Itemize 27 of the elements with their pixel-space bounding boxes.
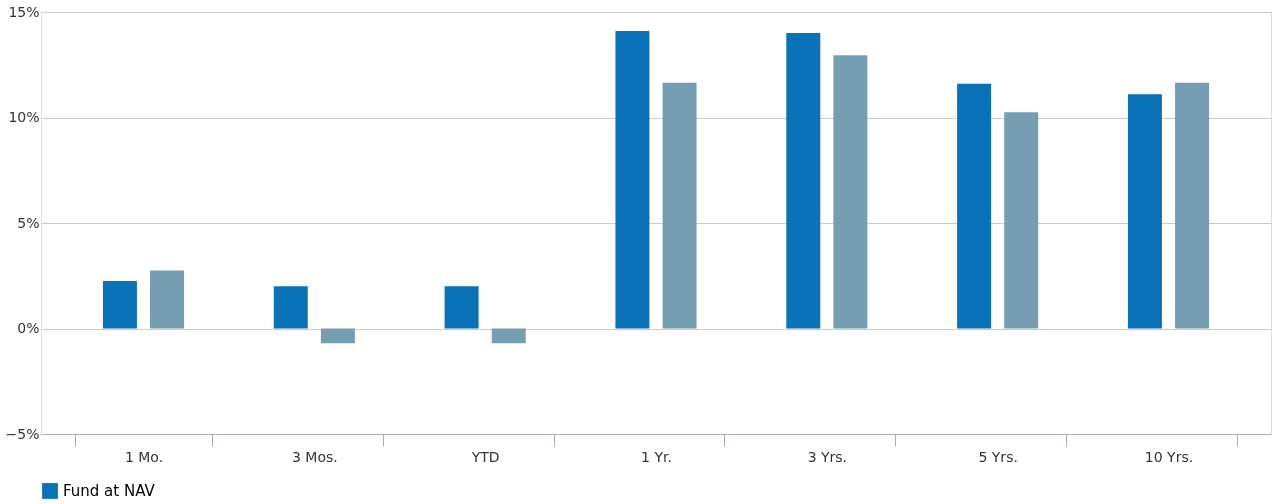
bar bbox=[1175, 82, 1210, 329]
bar bbox=[786, 33, 821, 329]
y-tick-label: 15% bbox=[8, 3, 40, 20]
bar bbox=[444, 286, 479, 329]
y-tick-label: 0% bbox=[17, 320, 40, 336]
y-tick-label: 10% bbox=[8, 109, 40, 125]
y-tick-label: −5% bbox=[5, 425, 40, 442]
bar bbox=[833, 55, 868, 329]
legend-label: Fund at NAV bbox=[63, 482, 156, 500]
bar bbox=[1004, 112, 1039, 329]
x-tick-label: 5 Yrs. bbox=[978, 448, 1018, 465]
bar bbox=[662, 82, 697, 329]
y-tick-label: 5% bbox=[17, 214, 40, 231]
x-tick-label: YTD bbox=[470, 448, 500, 465]
bar bbox=[957, 83, 992, 329]
bar bbox=[491, 328, 526, 344]
x-tick-label: 3 Mos. bbox=[291, 448, 338, 465]
bar bbox=[150, 270, 185, 329]
bar bbox=[1127, 94, 1162, 329]
bar bbox=[615, 30, 650, 329]
x-tick-label: 3 Yrs. bbox=[807, 448, 848, 465]
bar bbox=[320, 328, 355, 344]
bar bbox=[102, 281, 137, 329]
x-tick-label: 1 Yr. bbox=[641, 448, 672, 465]
x-tick-label: 10 Yrs. bbox=[1144, 448, 1194, 465]
bar bbox=[273, 286, 308, 329]
x-tick-label: 1 Mo. bbox=[124, 448, 164, 465]
